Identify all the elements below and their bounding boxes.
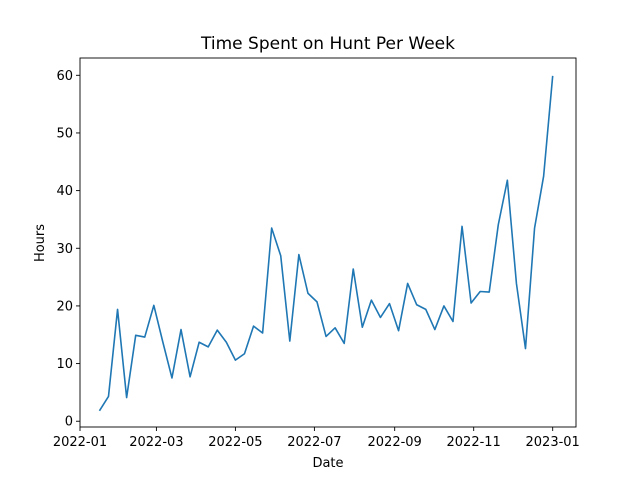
axes-frame	[79, 57, 577, 428]
y-tick-label: 60	[56, 69, 73, 84]
x-tick-label: 2022-09	[368, 435, 422, 450]
chart-title: Time Spent on Hunt Per Week	[200, 34, 455, 54]
x-tick-label: 2022-11	[447, 435, 501, 450]
y-tick-label: 50	[56, 126, 73, 141]
x-tick-label: 2022-03	[129, 435, 183, 450]
series-line-0	[98, 75, 554, 412]
x-axis-label: Date	[312, 456, 343, 471]
y-tick-label: 10	[56, 357, 73, 372]
y-axis-label: Hours	[33, 224, 48, 262]
plot-area: 0 10 20 30 40 50 60 2022-01 2022-03 2022-05 2022-0…	[53, 57, 580, 450]
x-tick-label: 2023-01	[526, 435, 580, 450]
x-tick-label: 2022-01	[53, 435, 107, 450]
y-tick-label: 20	[56, 299, 73, 314]
y-tick-label: 40	[56, 184, 73, 199]
x-tick-label: 2022-05	[208, 435, 262, 450]
y-tick-label: 30	[56, 242, 73, 257]
y-tick-label: 0	[65, 415, 73, 430]
x-tick-label: 2022-07	[287, 435, 341, 450]
